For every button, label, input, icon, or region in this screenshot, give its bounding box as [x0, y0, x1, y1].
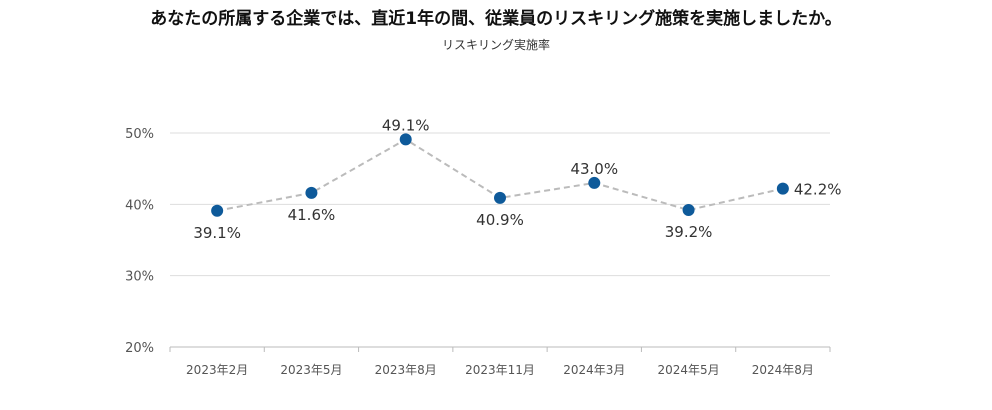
data-point	[682, 204, 695, 217]
x-tick-label: 2024年5月	[657, 363, 719, 377]
data-label: 40.9%	[476, 211, 524, 229]
data-label: 43.0%	[570, 160, 618, 178]
data-point	[494, 191, 506, 204]
x-tick-label: 2023年8月	[375, 363, 437, 377]
data-point	[399, 133, 412, 146]
data-point	[776, 182, 789, 195]
data-point	[305, 186, 318, 199]
x-tick-label: 2024年3月	[563, 363, 625, 377]
data-label: 39.2%	[665, 223, 713, 241]
data-point	[588, 176, 601, 189]
y-tick-label: 20%	[125, 341, 154, 356]
data-label: 41.6%	[288, 206, 336, 224]
y-tick-label: 40%	[125, 198, 154, 213]
x-tick-label: 2023年11月	[465, 363, 535, 377]
grid-layer	[170, 132, 830, 277]
y-tick-label: 50%	[125, 127, 154, 142]
data-point	[211, 204, 224, 217]
data-label: 39.1%	[193, 224, 241, 242]
chart-subtitle: リスキリング実施率	[441, 38, 550, 52]
chart-title: あなたの所属する企業では、直近1年の間、従業員のリスキリング施策を実施しましたか…	[150, 9, 842, 29]
data-label: 49.1%	[382, 116, 430, 134]
label-layer: 39.1% 41.6% 49.1% 40.9% 43.0% 39.2% 42.2%	[193, 116, 841, 241]
x-tick-label: 2024年8月	[752, 363, 814, 377]
y-tick-label: 30%	[125, 270, 154, 285]
x-tick-label: 2023年5月	[280, 363, 342, 377]
data-label: 42.2%	[794, 181, 842, 199]
x-tick-label: 2023年2月	[186, 363, 248, 377]
axis-layer: 20% 30% 40% 50% 2023年2月 2023年5月 2023年8月 2023年11…	[125, 127, 831, 377]
point-layer	[211, 133, 789, 217]
